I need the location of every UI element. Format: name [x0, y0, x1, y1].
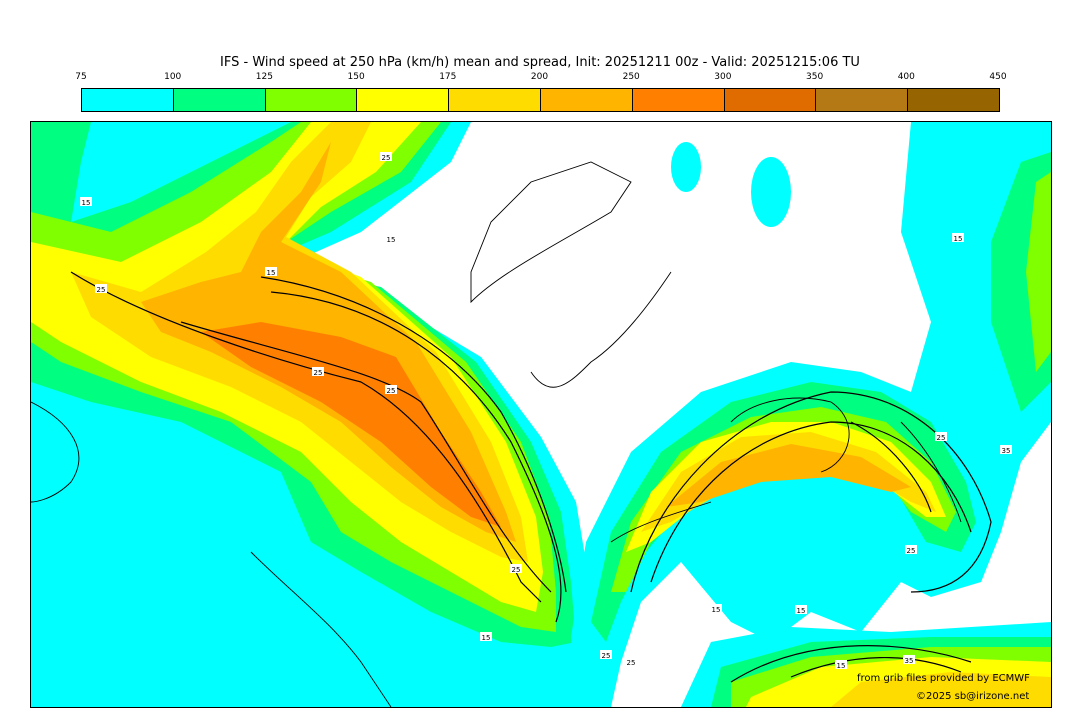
colorbar-tick-label: 350: [806, 72, 824, 82]
colorbar-swatch: [449, 89, 541, 111]
contour-label: 15: [482, 634, 491, 642]
colorbar-swatch: [540, 89, 633, 111]
contour-label: 25: [382, 154, 391, 162]
colorbar-swatch: [173, 89, 266, 111]
colorbar-tick-label: 450: [989, 72, 1007, 82]
contour-label: 25: [314, 369, 323, 377]
colorbar-tick-labels: 75 100 125 150 175 200 250 300 350 400 450: [0, 72, 1080, 84]
contour-label: 25: [602, 652, 611, 660]
contour-label: 25: [907, 547, 916, 555]
colorbar-swatch: [265, 89, 358, 111]
contour-label: 15: [82, 199, 91, 207]
wind-speed-map: 25 15 25 15 15 25 25 25 15 25 25 15 15 15 35 25 25 35 15: [30, 121, 1052, 708]
spread-contours: [70, 271, 992, 683]
colorbar-tick-label: 300: [714, 72, 732, 82]
contour-label: 15: [797, 607, 806, 615]
colorbar-tick-label: 75: [75, 72, 87, 82]
contour-label: 15: [267, 269, 276, 277]
contour-label: 15: [712, 606, 721, 614]
colorbar-swatch: [908, 89, 999, 111]
contour-label: 25: [387, 387, 396, 395]
colorbar-swatch: [632, 89, 725, 111]
colorbar-tick-label: 150: [347, 72, 365, 82]
contour-label: 15: [954, 235, 963, 243]
colorbar: [81, 88, 1000, 112]
copyright-credit: ©2025 sb@irizone.net: [916, 691, 1030, 702]
contour-label: 15: [387, 236, 396, 244]
east-jet-stream: [571, 122, 1051, 707]
contour-label: 25: [627, 659, 636, 667]
colorbar-swatch: [816, 89, 909, 111]
contour-label: 25: [937, 434, 946, 442]
colorbar-tick-label: 400: [897, 72, 915, 82]
source-credit: from grib files provided by ECMWF: [857, 673, 1030, 684]
colorbar-swatch: [357, 89, 450, 111]
contour-label: 15: [837, 662, 846, 670]
contour-label: 25: [512, 566, 521, 574]
contour-label: 35: [1002, 447, 1011, 455]
coastlines: [31, 161, 962, 707]
colorbar-tick-label: 175: [439, 72, 457, 82]
colorbar-tick-label: 200: [530, 72, 549, 82]
map-title: IFS - Wind speed at 250 hPa (km/h) mean …: [220, 55, 860, 70]
colorbar-swatch: [724, 89, 817, 111]
contour-labels: 25 15 25 15 15 25 25 25 15 25 25 15 15 15 35 25 25 35 15: [80, 152, 1012, 670]
colorbar-tick-label: 250: [622, 72, 640, 82]
west-jet-stream: [31, 122, 601, 707]
colorbar-tick-label: 100: [164, 72, 182, 82]
colorbar-tick-label: 125: [255, 72, 273, 82]
colorbar-swatch: [82, 89, 174, 111]
contour-label: 25: [97, 286, 106, 294]
contour-label: 35: [905, 657, 914, 665]
